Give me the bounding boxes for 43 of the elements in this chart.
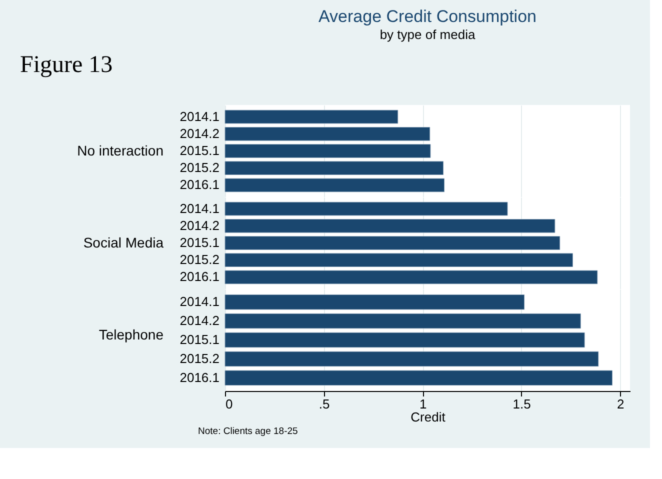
chart-title: Average Credit Consumption [318, 7, 536, 26]
bar [224, 218, 556, 233]
x-tick-label: 0 [226, 396, 233, 412]
y-tick-label: 2016.1 [180, 177, 220, 192]
y-tick-label: 2014.1 [180, 200, 220, 216]
bar [224, 202, 508, 216]
text: Note: Clients age 18-25 [198, 426, 298, 437]
x-tick-label: .5 [318, 396, 330, 412]
bar [224, 253, 573, 268]
y-tick-label: 2015.2 [180, 160, 220, 176]
y-tick-label: 2014.1 [180, 294, 220, 310]
y-tick-label: 2014.2 [180, 218, 220, 233]
bar [224, 236, 560, 250]
bar [224, 270, 598, 284]
bar [224, 294, 525, 310]
bar [224, 161, 444, 176]
bar [224, 178, 445, 192]
y-tick-label: 2016.1 [180, 370, 220, 385]
caption: Figure 13 [20, 52, 113, 78]
y-tick-label: 2015.1 [180, 143, 220, 158]
bar [224, 370, 612, 386]
y-tick-label: 2014.2 [180, 126, 220, 141]
bar [224, 332, 585, 348]
x-tick-label: 2 [617, 396, 624, 412]
y-tick-label: 2015.2 [180, 350, 220, 366]
x-tick-label: 1.5 [512, 396, 531, 412]
bar [224, 110, 398, 124]
y-tick-label: 2015.1 [180, 332, 220, 347]
bar [224, 126, 430, 141]
y-tick-label: 2014.2 [180, 313, 220, 328]
bar [224, 351, 599, 367]
y-axis-title: Telephone [98, 326, 164, 342]
y-tick-label: 2016.1 [180, 269, 220, 284]
x-axis-title: Credit [410, 410, 446, 424]
x-tick-label: 1 [419, 396, 427, 412]
y-axis-title: No interaction [77, 142, 164, 158]
y-tick-label: 2015.1 [180, 235, 220, 250]
y-axis-title: Social Media [83, 234, 164, 250]
chart-subtitle: by type of media [380, 27, 476, 42]
bar [224, 144, 431, 158]
y-tick-label: 2014.1 [180, 108, 220, 124]
bar [224, 313, 581, 329]
y-tick-label: 2015.2 [180, 252, 220, 268]
